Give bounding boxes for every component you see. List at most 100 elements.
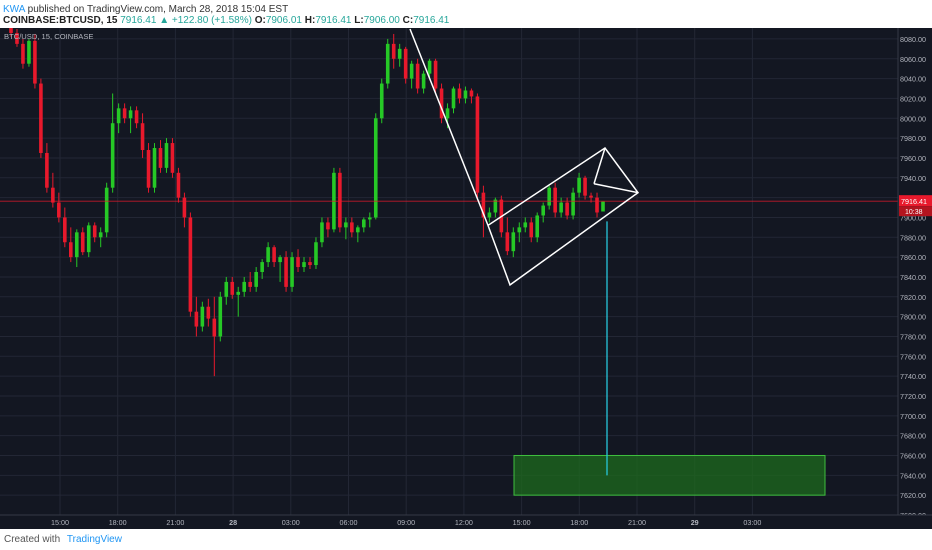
candle xyxy=(194,296,199,337)
candle xyxy=(128,106,133,134)
y-tick-label: 8060.00 xyxy=(900,55,926,64)
candle xyxy=(332,167,336,233)
candle xyxy=(523,217,528,233)
symbol-label: COINBASE:BTCUSD, 15 xyxy=(3,15,118,26)
candle xyxy=(350,217,354,238)
candle xyxy=(433,58,438,94)
candle xyxy=(457,83,462,104)
chart-area[interactable]: 8080.00 8060.00 8040.00 8020.00 8000.00 7980.… xyxy=(0,28,932,529)
candle-body xyxy=(457,88,462,99)
candle-body xyxy=(92,225,97,238)
candle-body xyxy=(302,262,306,268)
candle-body xyxy=(356,227,360,233)
candle-body xyxy=(134,110,139,124)
candle-body xyxy=(541,205,546,216)
candle-body xyxy=(403,48,408,79)
symbol-info: COINBASE:BTCUSD, 15 7916.41 ▲ +122.80 (+… xyxy=(3,15,449,26)
y-tick-label: 7940.00 xyxy=(900,174,926,183)
candle xyxy=(92,222,97,243)
candle xyxy=(248,272,252,292)
candle xyxy=(57,192,61,223)
candle-body xyxy=(86,225,91,253)
candle xyxy=(116,103,121,134)
x-axis[interactable] xyxy=(0,515,932,529)
candle xyxy=(230,276,235,299)
x-tick-label: 15:00 xyxy=(51,518,69,527)
candle-body xyxy=(589,195,593,198)
candle xyxy=(595,192,599,218)
candle-body xyxy=(170,143,175,173)
candle xyxy=(373,113,378,220)
candle-body xyxy=(152,148,157,188)
open-label: O: xyxy=(254,15,266,26)
last-price: 7916.41 xyxy=(120,15,157,26)
candle xyxy=(469,88,474,104)
candle-body xyxy=(481,192,486,218)
candle-body xyxy=(314,242,318,266)
x-tick-label: 03:00 xyxy=(743,518,761,527)
candle xyxy=(571,187,575,220)
candle xyxy=(397,43,402,67)
timer-label: 10:38 xyxy=(905,209,923,216)
candle xyxy=(367,212,372,228)
candle xyxy=(176,167,181,203)
candle-body xyxy=(493,199,498,213)
y-tick-label: 7800.00 xyxy=(900,313,926,322)
candle-body xyxy=(51,187,55,203)
candle-body xyxy=(176,172,181,198)
candle-body xyxy=(535,215,540,238)
candle-body xyxy=(326,222,330,230)
candle xyxy=(45,143,49,193)
candle-body xyxy=(296,257,300,268)
x-tick-label: 15:00 xyxy=(513,518,531,527)
open-value: 7906.01 xyxy=(265,15,302,26)
y-tick-label: 8080.00 xyxy=(900,35,926,44)
tradingview-logo[interactable]: TradingView xyxy=(66,534,122,545)
candle-body xyxy=(236,291,241,295)
candle-body xyxy=(385,43,390,84)
candle-body xyxy=(463,90,468,99)
author-link[interactable]: KWA xyxy=(3,4,25,15)
candle-body xyxy=(367,217,372,220)
x-tick-label: 29 xyxy=(691,518,699,527)
candle xyxy=(320,217,324,248)
candle-body xyxy=(158,148,163,168)
candle-body xyxy=(469,90,474,97)
candle-body xyxy=(397,48,402,59)
candle-body xyxy=(362,219,366,228)
created-with-text: Created with xyxy=(4,534,61,545)
candle xyxy=(296,249,300,272)
candle-body xyxy=(63,217,67,243)
y-tick-label: 7760.00 xyxy=(900,352,926,361)
flag-channel[interactable] xyxy=(487,147,640,287)
y-tick-label: 8040.00 xyxy=(900,75,926,84)
candle xyxy=(242,276,247,297)
candle xyxy=(541,202,546,223)
flagpole-line[interactable] xyxy=(409,28,489,226)
candle-body xyxy=(39,83,43,153)
candle xyxy=(529,217,534,243)
close-value: 7916.41 xyxy=(413,15,450,26)
candle xyxy=(86,222,91,258)
candle-body xyxy=(409,63,414,79)
candles xyxy=(9,28,605,377)
candle xyxy=(158,140,163,173)
candle-body xyxy=(553,187,557,213)
candle-body xyxy=(182,197,187,218)
candle xyxy=(51,172,55,208)
candlestick-chart[interactable]: 8080.00 8060.00 8040.00 8020.00 8000.00 7980.… xyxy=(0,28,932,529)
chart-title: BTC/USD, 15, COINBASE xyxy=(4,32,93,41)
flag-notch-line[interactable] xyxy=(593,182,639,194)
candle-body xyxy=(188,217,193,312)
price-change: ▲ +122.80 (+1.58%) xyxy=(159,15,252,26)
candle xyxy=(39,78,43,158)
candle xyxy=(559,197,563,218)
candle xyxy=(110,93,115,193)
candle-body xyxy=(80,232,85,253)
candle-body xyxy=(379,83,384,119)
flag-notch-line[interactable] xyxy=(593,147,606,184)
candle-body xyxy=(33,40,37,84)
candle xyxy=(463,86,468,104)
y-tick-label: 7680.00 xyxy=(900,432,926,441)
y-axis[interactable] xyxy=(898,28,932,529)
